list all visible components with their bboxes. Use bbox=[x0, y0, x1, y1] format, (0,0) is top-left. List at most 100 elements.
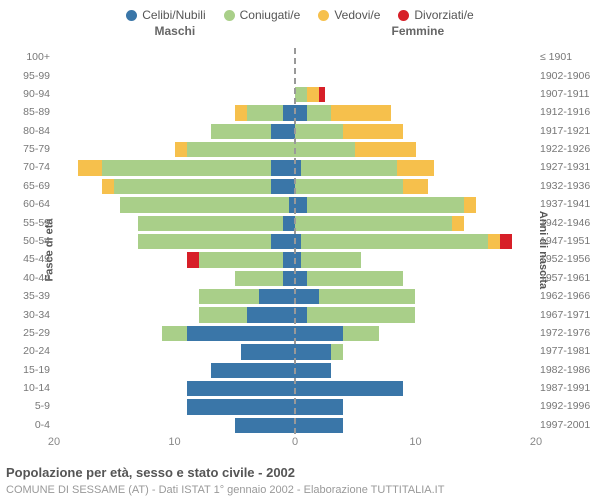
seg-con bbox=[247, 104, 283, 120]
year-label: 1952-1956 bbox=[540, 253, 590, 265]
year-label: 1997-2001 bbox=[540, 419, 590, 431]
seg-ved bbox=[307, 86, 319, 102]
age-label: 20-24 bbox=[2, 345, 50, 357]
legend-item: Celibi/Nubili bbox=[126, 8, 205, 22]
age-label: 75-79 bbox=[2, 143, 50, 155]
seg-cel bbox=[187, 398, 295, 414]
x-ticks: 201001020 bbox=[54, 436, 536, 450]
seg-ved bbox=[331, 104, 391, 120]
year-label: 1977-1981 bbox=[540, 345, 590, 357]
seg-ved bbox=[403, 178, 427, 194]
seg-ved bbox=[397, 159, 433, 175]
seg-con bbox=[301, 233, 488, 249]
female-bar bbox=[295, 306, 536, 322]
female-bar bbox=[295, 398, 536, 414]
year-label: 1922-1926 bbox=[540, 143, 590, 155]
seg-con bbox=[199, 288, 259, 304]
year-label: ≤ 1901 bbox=[540, 51, 572, 63]
seg-con bbox=[162, 325, 186, 341]
year-label: 1937-1941 bbox=[540, 198, 590, 210]
seg-cel bbox=[295, 380, 403, 396]
seg-ved bbox=[175, 141, 187, 157]
seg-div bbox=[500, 233, 512, 249]
seg-cel bbox=[295, 306, 307, 322]
female-bar bbox=[295, 417, 536, 433]
seg-con bbox=[138, 215, 283, 231]
x-tick: 20 bbox=[48, 436, 60, 448]
year-label: 1927-1931 bbox=[540, 161, 590, 173]
year-label: 1902-1906 bbox=[540, 70, 590, 82]
year-label: 1942-1946 bbox=[540, 217, 590, 229]
male-bar bbox=[54, 233, 295, 249]
seg-cel bbox=[295, 104, 307, 120]
age-label: 95-99 bbox=[2, 70, 50, 82]
female-bar bbox=[295, 159, 536, 175]
seg-con bbox=[331, 343, 343, 359]
year-label: 1912-1916 bbox=[540, 106, 590, 118]
year-label: 1947-1951 bbox=[540, 235, 590, 247]
age-label: 5-9 bbox=[2, 400, 50, 412]
male-bar bbox=[54, 86, 295, 102]
legend-label: Coniugati/e bbox=[240, 8, 301, 22]
seg-cel bbox=[187, 380, 295, 396]
seg-cel bbox=[247, 306, 295, 322]
age-label: 40-44 bbox=[2, 272, 50, 284]
female-bar bbox=[295, 215, 536, 231]
age-label: 30-34 bbox=[2, 309, 50, 321]
age-label: 25-29 bbox=[2, 327, 50, 339]
age-label: 80-84 bbox=[2, 125, 50, 137]
male-bar bbox=[54, 123, 295, 139]
seg-cel bbox=[295, 288, 319, 304]
seg-con bbox=[211, 123, 271, 139]
legend-label: Divorziati/e bbox=[414, 8, 473, 22]
female-bar bbox=[295, 233, 536, 249]
seg-con bbox=[307, 270, 403, 286]
seg-con bbox=[295, 123, 343, 139]
seg-ved bbox=[235, 104, 247, 120]
seg-cel bbox=[295, 343, 331, 359]
seg-con bbox=[295, 178, 403, 194]
male-bar bbox=[54, 417, 295, 433]
seg-con bbox=[301, 159, 397, 175]
male-bar bbox=[54, 380, 295, 396]
seg-con bbox=[343, 325, 379, 341]
age-label: 15-19 bbox=[2, 364, 50, 376]
legend-swatch bbox=[398, 10, 409, 21]
seg-con bbox=[120, 196, 289, 212]
seg-cel bbox=[187, 325, 295, 341]
year-label: 1987-1991 bbox=[540, 382, 590, 394]
x-tick: 10 bbox=[168, 436, 180, 448]
x-tick: 0 bbox=[292, 436, 298, 448]
year-label: 1907-1911 bbox=[540, 88, 589, 100]
age-label: 60-64 bbox=[2, 198, 50, 210]
male-bar bbox=[54, 215, 295, 231]
female-bar bbox=[295, 270, 536, 286]
seg-cel bbox=[241, 343, 295, 359]
year-label: 1932-1936 bbox=[540, 180, 590, 192]
age-label: 70-74 bbox=[2, 161, 50, 173]
header-male: Maschi bbox=[155, 24, 196, 38]
x-tick: 10 bbox=[409, 436, 421, 448]
female-bar bbox=[295, 49, 536, 65]
female-bar bbox=[295, 68, 536, 84]
female-bar bbox=[295, 196, 536, 212]
seg-ved bbox=[102, 178, 114, 194]
male-bar bbox=[54, 288, 295, 304]
legend-item: Divorziati/e bbox=[398, 8, 473, 22]
female-bar bbox=[295, 288, 536, 304]
seg-ved bbox=[464, 196, 476, 212]
seg-con bbox=[295, 141, 355, 157]
seg-cel bbox=[259, 288, 295, 304]
age-label: 85-89 bbox=[2, 106, 50, 118]
seg-ved bbox=[355, 141, 415, 157]
male-bar bbox=[54, 104, 295, 120]
legend-label: Vedovi/e bbox=[334, 8, 380, 22]
seg-cel bbox=[295, 417, 343, 433]
seg-con bbox=[307, 196, 464, 212]
seg-con bbox=[102, 159, 271, 175]
center-axis bbox=[294, 48, 296, 434]
chart-subtitle: COMUNE DI SESSAME (AT) - Dati ISTAT 1° g… bbox=[6, 484, 444, 496]
female-bar bbox=[295, 86, 536, 102]
male-bar bbox=[54, 196, 295, 212]
pyramid-chart: Celibi/Nubili Coniugati/e Vedovi/e Divorzia… bbox=[0, 0, 600, 500]
